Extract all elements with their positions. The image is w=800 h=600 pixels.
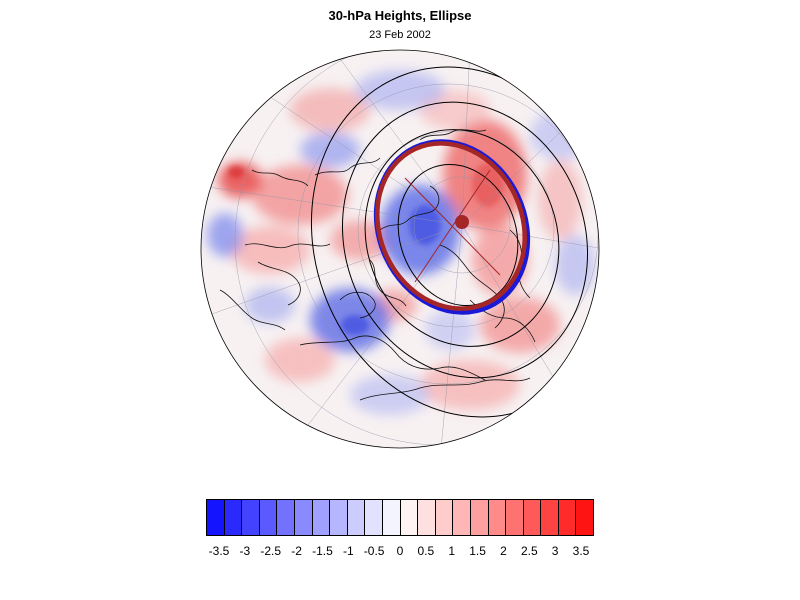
colorbar-segment xyxy=(400,500,419,535)
colorbar-segment xyxy=(330,500,348,535)
anomaly-field xyxy=(201,50,599,448)
colorbar-tick-label: 1 xyxy=(448,544,456,558)
colorbar-segment xyxy=(558,500,577,535)
map-subtitle: 23 Feb 2002 xyxy=(369,29,431,41)
map-title: 30-hPa Heights, Ellipse xyxy=(328,8,472,23)
colorbar-segment xyxy=(312,500,331,535)
colorbar-segment xyxy=(242,500,260,535)
colorbar-tick-label: -1 xyxy=(342,544,354,558)
colorbar-segment xyxy=(541,500,559,535)
map-boundary xyxy=(200,49,600,449)
colorbar-tick-label: -0.5 xyxy=(363,544,385,558)
colorbar-segment xyxy=(470,500,489,535)
colorbar-tick-labels: -3.5 -3 -2.5 -2 -1.5 -1 -0.5 0 0.5 1 1.5 2 2.5 3 3.5 xyxy=(0,544,800,560)
colorbar-segment xyxy=(453,500,471,535)
fitted-ellipse xyxy=(375,141,527,311)
colorbar-tick-label: 0 xyxy=(396,544,404,558)
colorbar-tick-label: -3.5 xyxy=(208,544,230,558)
colorbar xyxy=(206,499,594,536)
colorbar-segment xyxy=(435,500,454,535)
colorbar-segment xyxy=(576,500,594,535)
colorbar-segment xyxy=(365,500,383,535)
colorbar-tick-label: 0.5 xyxy=(417,544,435,558)
colorbar-segment xyxy=(277,500,295,535)
colorbar-segment xyxy=(259,500,278,535)
colorbar-tick-label: 3.5 xyxy=(572,544,590,558)
colorbar-tick-label: -2.5 xyxy=(260,544,282,558)
colorbar-segment xyxy=(382,500,401,535)
colorbar-segment xyxy=(207,500,225,535)
colorbar-tick-label: 3 xyxy=(551,544,559,558)
polar-map xyxy=(200,49,600,449)
colorbar-segment xyxy=(347,500,366,535)
colorbar-segment xyxy=(523,500,542,535)
colorbar-segment xyxy=(488,500,507,535)
colorbar-tick-label: -1.5 xyxy=(312,544,333,558)
ellipse-center-marker xyxy=(455,215,469,229)
colorbar-segment xyxy=(224,500,243,535)
colorbar-tick-label: -2 xyxy=(291,544,302,558)
ellipse-axes xyxy=(404,169,501,283)
colorbar-tick-label: -3 xyxy=(239,544,251,558)
colorbar-tick-label: 1.5 xyxy=(469,544,486,558)
coastlines xyxy=(219,129,536,401)
colorbar-segment xyxy=(418,500,436,535)
colorbar-segment xyxy=(294,500,313,535)
colorbar-tick-label: 2.5 xyxy=(520,544,538,558)
colorbar-tick-label: 2 xyxy=(500,544,507,558)
colorbar-segment xyxy=(506,500,524,535)
